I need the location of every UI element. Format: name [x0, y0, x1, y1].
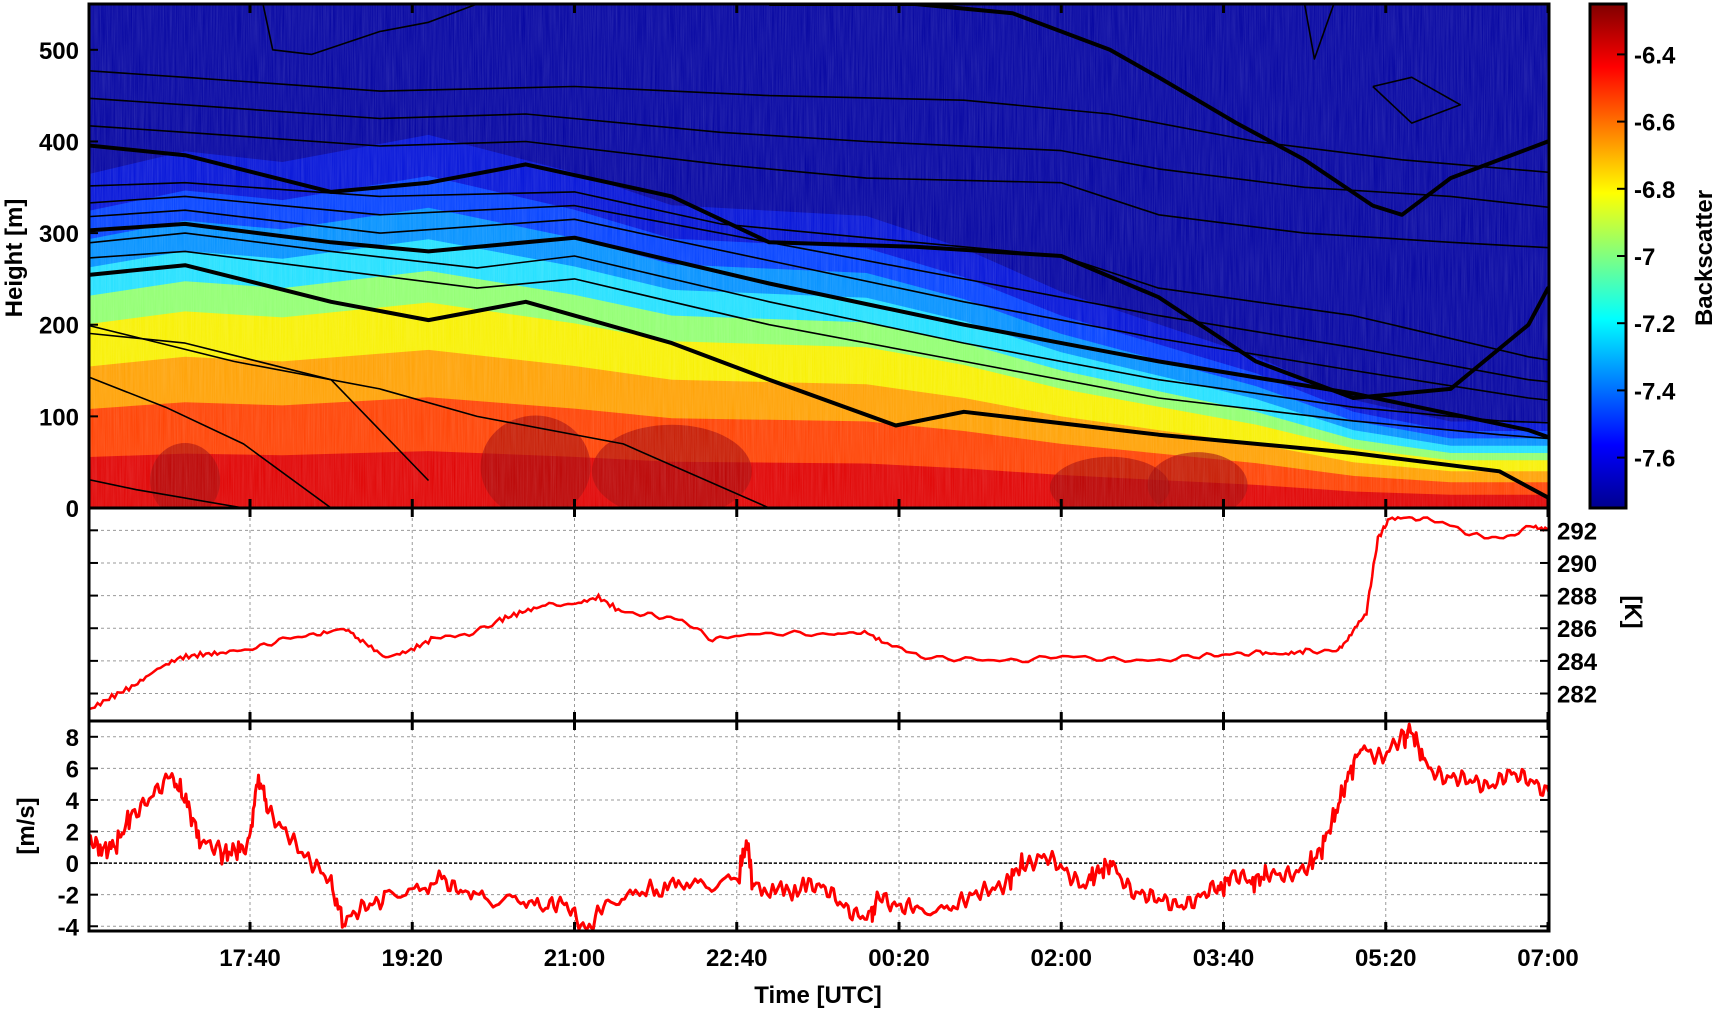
- colorbar-ticks: -6.4 -6.6 -6.8 -7 -7.2 -7.4 -7.6: [1617, 42, 1676, 473]
- time-tick-label: 03:40: [1193, 945, 1254, 972]
- time-tick-label: 21:00: [544, 945, 605, 972]
- wind-tick-label: 6: [66, 756, 79, 783]
- wind-tick-label: -4: [58, 914, 80, 941]
- time-tick-label: 19:20: [382, 945, 443, 972]
- heatmap-texture: [89, 4, 1549, 508]
- temperature-axis-ticks: 282 284 286 288 290 292: [89, 518, 1598, 709]
- wind-axis-title: [m/s]: [13, 797, 40, 854]
- wind-tick-label: 8: [66, 725, 79, 752]
- temperature-panel: 282 284 286 288 290 292 [K]: [89, 512, 1646, 720]
- wind-tick-label: 4: [66, 788, 80, 815]
- time-axis-title: Time [UTC]: [754, 982, 882, 1009]
- colorbar: -6.4 -6.6 -6.8 -7 -7.2 -7.4 -7.6 Backscatter: [1588, 2, 1718, 510]
- temperature-tick-label: 288: [1557, 584, 1597, 611]
- contour: [89, 70, 1549, 174]
- colorbar-tick-label: -7: [1634, 244, 1655, 271]
- contour: [89, 125, 1549, 249]
- colorbar-title: Backscatter: [1691, 190, 1718, 326]
- temperature-tick-label: 282: [1557, 682, 1597, 709]
- contour: [89, 250, 1549, 440]
- temperature-tick-label: 290: [1557, 551, 1597, 578]
- colorbar-tick-label: -6.8: [1634, 177, 1675, 204]
- height-tick-label: 100: [39, 404, 79, 431]
- time-tick-label: 17:40: [219, 945, 280, 972]
- wind-tick-label: 0: [66, 851, 79, 878]
- time-tick-label: 07:00: [1517, 945, 1578, 972]
- contour-bold: [89, 221, 1549, 440]
- wind-series: [89, 722, 1549, 931]
- time-axis-ticks: 17:40 19:20 21:00 22:40 00:20 02:00 03:40 05:20…: [219, 4, 1579, 972]
- height-axis-title: Height [m]: [1, 199, 28, 318]
- colorbar-tick-label: -7.6: [1634, 446, 1675, 473]
- contour-bold: [89, 143, 1549, 400]
- temperature-tick-label: 286: [1557, 616, 1597, 643]
- contour: [89, 332, 430, 482]
- temperature-tick-label: 284: [1557, 649, 1598, 676]
- contour-bold: [769, 4, 1549, 217]
- wind-tick-label: 2: [66, 820, 79, 847]
- wind-panel: -4 -2 0 2 4 6 8 [m/s]: [13, 721, 1549, 941]
- height-tick-label: 300: [39, 221, 79, 248]
- height-axis-ticks: 0 100 200 300 400 500: [39, 38, 98, 523]
- height-tick-label: 200: [39, 313, 79, 340]
- time-tick-label: 05:20: [1355, 945, 1416, 972]
- contour: [262, 4, 478, 56]
- wind-tick-label: -2: [58, 883, 79, 910]
- time-tick-label: 00:20: [868, 945, 929, 972]
- time-tick-label: 22:40: [706, 945, 767, 972]
- colorbar-tick-label: -6.4: [1634, 42, 1676, 69]
- time-tick-label: 02:00: [1031, 945, 1092, 972]
- temperature-axis-title: [K]: [1619, 595, 1646, 628]
- height-tick-label: 400: [39, 129, 79, 156]
- contour-bold: [89, 263, 1549, 501]
- contour: [1303, 4, 1335, 60]
- contour: [89, 376, 332, 508]
- wind-frame: [87, 719, 1551, 933]
- temperature-series: [89, 515, 1549, 711]
- contour: [89, 195, 1549, 383]
- colorbar-tick-label: -7.2: [1634, 311, 1675, 338]
- height-tick-label: 500: [39, 38, 79, 65]
- backscatter-heatmap: [89, 4, 1549, 508]
- contour: [89, 181, 1549, 361]
- contour: [89, 232, 1549, 424]
- temperature-tick-label: 292: [1557, 518, 1597, 545]
- wind-line: [89, 722, 1549, 931]
- contour: [89, 324, 770, 508]
- contour: [89, 209, 1549, 401]
- temperature-line: [89, 515, 1549, 711]
- colorbar-tick-label: -7.4: [1634, 378, 1676, 405]
- temperature-plot-background: [89, 512, 1549, 720]
- contour: [89, 478, 244, 508]
- backscatter-panel: 0 100 200 300 400 500 Height [m]: [1, 4, 1549, 523]
- height-tick-label: 0: [66, 496, 79, 523]
- colorbar-tick-label: -6.6: [1634, 110, 1675, 137]
- contour-lines: [89, 4, 1549, 508]
- contour: [1372, 76, 1462, 124]
